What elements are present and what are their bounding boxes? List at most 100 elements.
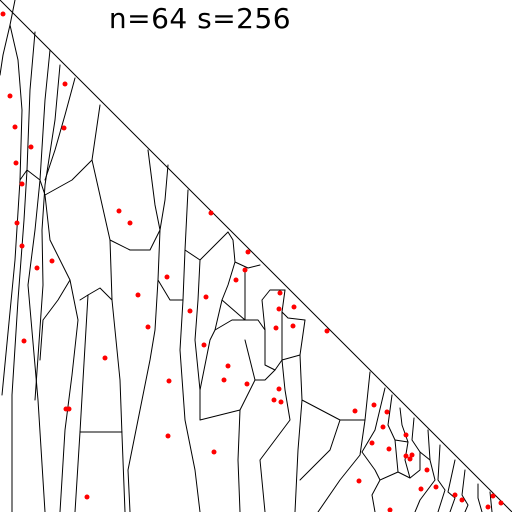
site-point [164, 274, 170, 280]
voronoi-edge [419, 451, 431, 461]
voronoi-edge [281, 311, 306, 321]
site-point [369, 440, 375, 446]
site-point [277, 290, 283, 296]
site-point [278, 399, 284, 405]
site-point [66, 406, 72, 412]
voronoi-edge [317, 419, 366, 512]
voronoi-edge [39, 279, 71, 361]
voronoi-edge [221, 299, 266, 331]
voronoi-edge [0, 0, 16, 76]
site-point [403, 453, 409, 459]
site-point [245, 249, 251, 255]
site-point [324, 328, 330, 334]
voronoi-edge [214, 319, 246, 331]
voronoi-edge [34, 64, 61, 401]
voronoi-edge [91, 159, 126, 512]
site-point [452, 492, 458, 498]
voronoi-edge [394, 439, 409, 443]
site-point [166, 378, 172, 384]
site-point [409, 452, 415, 458]
site-point [62, 81, 68, 87]
voronoi-edge [414, 429, 436, 512]
site-point [14, 220, 20, 226]
site-point [485, 504, 491, 510]
site-point [19, 243, 25, 249]
site-point [34, 265, 40, 271]
site-point [291, 304, 297, 310]
voronoi-edge [234, 261, 261, 269]
site-point [211, 449, 217, 455]
voronoi-edge [79, 294, 123, 433]
site-point [165, 433, 171, 439]
voronoi-edge [44, 104, 101, 196]
voronoi-edge [254, 359, 283, 381]
site-point [187, 308, 193, 314]
site-point [135, 292, 141, 298]
site-points [0, 11, 504, 512]
voronoi-edge [259, 359, 291, 512]
voronoi-edge [74, 431, 81, 512]
site-point [424, 467, 430, 473]
voronoi-edge [397, 407, 411, 479]
site-point [208, 210, 214, 216]
site-point [127, 220, 133, 226]
voronoi-edge [447, 459, 456, 512]
voronoi-edge [294, 354, 303, 512]
voronoi-edge [301, 371, 371, 421]
site-point [490, 493, 496, 499]
site-point [102, 355, 108, 361]
site-point [276, 306, 282, 312]
voronoi-edge [44, 77, 76, 181]
voronoi-edge [237, 409, 241, 512]
voronoi-edge [44, 194, 79, 512]
site-point [61, 125, 67, 131]
site-point [271, 397, 277, 403]
site-point [12, 124, 18, 130]
voronoi-edge [437, 444, 446, 512]
site-point [356, 478, 362, 484]
voronoi-edge [159, 164, 169, 231]
site-point [290, 323, 296, 329]
voronoi-edge [27, 49, 51, 512]
site-point [459, 497, 465, 503]
site-point [242, 267, 248, 273]
site-point [203, 294, 209, 300]
voronoi-edge [109, 229, 161, 251]
voronoi-edge [489, 491, 493, 512]
voronoi-edge [1, 24, 23, 396]
voronoi-edge [147, 149, 161, 281]
site-point [403, 432, 409, 438]
voronoi-edge [79, 287, 113, 301]
voronoi-edge [461, 469, 469, 512]
site-point [386, 446, 392, 452]
site-point [418, 486, 424, 492]
site-point [384, 409, 390, 415]
voronoi-edge [299, 419, 341, 481]
voronoi-edge [477, 483, 483, 512]
site-point [387, 507, 393, 512]
voronoi-edge [26, 169, 46, 196]
voronoi-edge [361, 451, 381, 481]
site-point [380, 424, 386, 430]
parameter-caption: n=64 s=256 [108, 2, 292, 35]
site-point [116, 208, 122, 214]
voronoi-edge [19, 169, 28, 181]
voronoi-edge [264, 329, 276, 371]
site-point [49, 258, 55, 264]
site-point [19, 181, 25, 187]
site-point [201, 342, 207, 348]
voronoi-edge [157, 279, 184, 301]
voronoi-edge [127, 279, 159, 512]
site-point [433, 484, 439, 490]
site-point [352, 408, 358, 414]
site-point [371, 402, 377, 408]
site-point [21, 338, 27, 344]
site-point [0, 11, 6, 17]
site-point [244, 381, 250, 387]
site-point [233, 277, 239, 283]
site-point [13, 160, 19, 166]
site-point [221, 377, 227, 383]
